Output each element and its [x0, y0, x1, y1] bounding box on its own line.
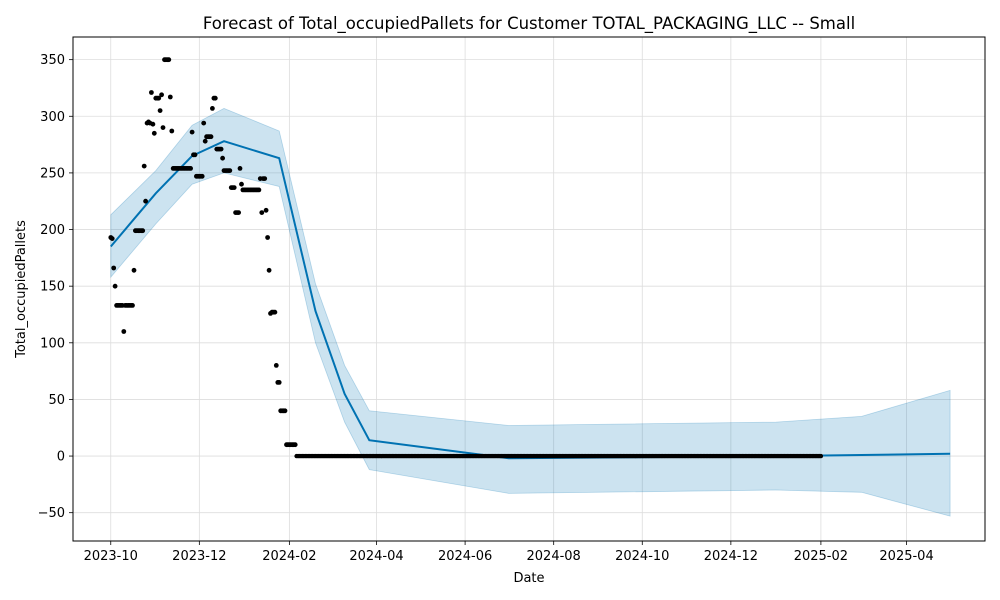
observed-point [109, 236, 115, 242]
grid-layer [73, 37, 985, 541]
observed-point [276, 380, 282, 385]
y-axis: −50 0 50 100 150 200 250 300 350 [38, 53, 73, 521]
observed-point [231, 185, 237, 191]
observed-point [156, 95, 162, 101]
observed-point [236, 210, 242, 216]
observed-point [167, 94, 173, 100]
x-axis-label: Date [513, 571, 544, 586]
x-tick-label: 2025-04 [879, 549, 933, 564]
y-tick-label: 250 [40, 166, 65, 181]
x-tick-label: 2024-04 [349, 549, 403, 564]
observed-point [208, 134, 214, 140]
observed-point [239, 181, 244, 187]
x-tick-label: 2024-02 [262, 549, 316, 564]
x-tick-label: 2024-12 [704, 549, 758, 564]
observed-point [188, 166, 194, 171]
observed-point [263, 207, 269, 213]
observed-point [169, 128, 175, 134]
y-axis-label: Total_occupiedPallets [14, 220, 29, 359]
observed-point [143, 198, 149, 204]
y-tick-label: 100 [40, 336, 65, 351]
observed-point [189, 129, 195, 135]
y-tick-label: 200 [40, 223, 65, 238]
x-axis: 2023-10 2023-12 2024-02 2024-04 2024-06 2024-… [84, 541, 934, 564]
chart-title: Forecast of Total_occupiedPallets for Cu… [203, 14, 855, 34]
observed-point [150, 121, 156, 127]
observed-point [218, 146, 224, 152]
observed-point [256, 187, 262, 193]
plot-frame [72, 36, 986, 542]
observed-point [160, 125, 166, 130]
observed-point [149, 90, 154, 95]
observed-point [265, 235, 270, 240]
observed-point [192, 152, 198, 158]
observed-point [259, 210, 265, 216]
points-layer [108, 57, 824, 459]
observed-point [112, 283, 118, 289]
y-tick-label: 350 [40, 53, 65, 68]
observed-point [272, 309, 278, 315]
x-tick-label: 2024-06 [438, 549, 492, 564]
observed-point [220, 155, 226, 161]
y-tick-label: −50 [38, 506, 65, 521]
observed-point [202, 138, 208, 144]
observed-point [262, 176, 268, 182]
observed-point [227, 168, 233, 174]
y-tick-label: 150 [40, 280, 65, 295]
x-tick-label: 2023-12 [172, 549, 226, 564]
observed-point [282, 408, 288, 414]
observed-point [266, 267, 272, 273]
observed-point [210, 106, 215, 111]
observed-point [166, 57, 172, 63]
observed-point [273, 363, 279, 368]
x-tick-label: 2023-10 [84, 549, 138, 564]
x-tick-label: 2024-10 [615, 549, 669, 564]
observed-point [159, 92, 165, 98]
observed-point [140, 228, 146, 234]
observed-point [141, 163, 147, 169]
observed-point [292, 442, 298, 448]
y-tick-label: 50 [48, 393, 65, 408]
observed-point [237, 166, 243, 171]
observed-point [157, 108, 163, 113]
observed-point [111, 265, 117, 271]
observed-point [151, 130, 157, 136]
x-tick-label: 2024-08 [527, 549, 581, 564]
x-tick-label: 2025-02 [794, 549, 848, 564]
observed-point [121, 329, 127, 334]
y-tick-label: 0 [57, 450, 65, 465]
observed-point [130, 303, 135, 308]
observed-point [199, 173, 205, 179]
observed-point [818, 453, 824, 459]
y-tick-label: 300 [40, 110, 65, 125]
observed-point [201, 120, 207, 126]
observed-point [131, 267, 137, 273]
observed-point [212, 95, 218, 101]
